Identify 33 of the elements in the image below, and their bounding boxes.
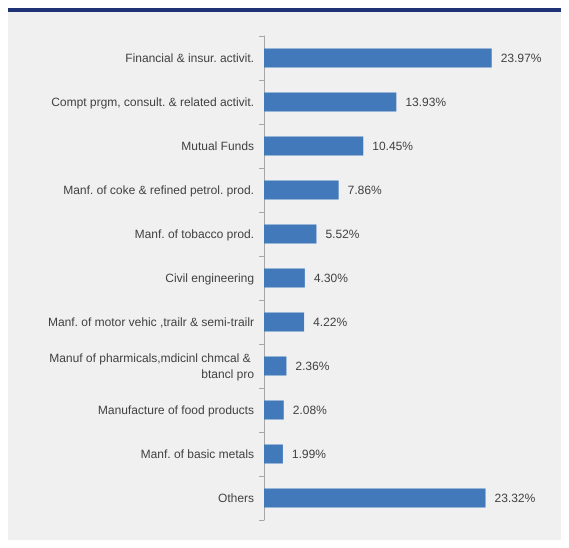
data-label: 23.32% [494,491,536,505]
bar [264,136,364,156]
data-label: 7.86% [348,183,382,197]
bar [264,48,492,68]
data-label: 4.22% [313,315,348,329]
y-tick-label: Compt prgm, consult. & related activit. [51,95,254,109]
bar [264,268,305,288]
y-tick-label: Manf. of motor vehic ,trailr & semi-trailr [48,315,254,329]
data-label: 2.36% [295,359,330,373]
bar [264,356,286,376]
bar [264,400,284,420]
y-tick-label: Financial & insur. activit. [125,51,254,65]
bar [264,224,316,244]
y-tick-label: Manf. of basic metals [140,447,254,461]
bar [264,488,486,508]
data-label: 23.97% [500,51,542,65]
y-tick-label: Others [218,491,254,505]
data-label: 1.99% [292,447,326,461]
y-tick-label: Mutual Funds [181,139,254,153]
bar [264,312,304,332]
y-tick-label: Manufacture of food products [98,403,254,417]
y-tick-label: Manf. of coke & refined petrol. prod. [63,183,254,197]
data-label: 13.93% [405,95,446,109]
bar [264,444,283,464]
bar [264,180,339,200]
bar [264,92,396,112]
y-tick-label: Manuf of pharmicals,mdicinl chmcal & btancl pro [49,351,254,381]
data-label: 10.45% [372,139,414,153]
y-tick-label: Manf. of tobacco prod. [134,227,254,241]
data-label: 4.30% [314,271,348,285]
data-label: 5.52% [325,227,360,241]
data-label: 2.08% [292,403,328,417]
y-tick-label: Civil engineering [165,271,254,285]
